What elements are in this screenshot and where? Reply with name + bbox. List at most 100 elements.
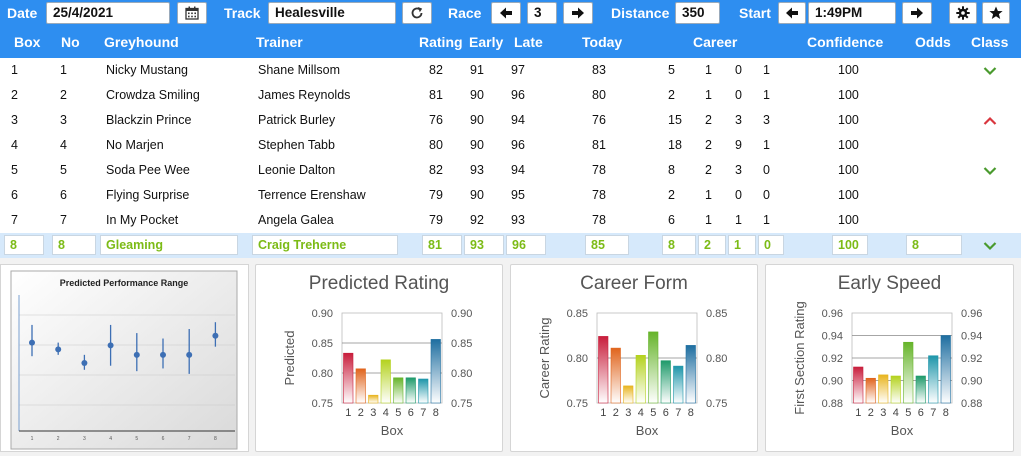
col-greyhound[interactable]: Greyhound: [104, 34, 179, 50]
trainer-field[interactable]: Craig Treherne: [252, 235, 398, 255]
col-early[interactable]: Early: [469, 34, 504, 50]
today-cell: 78: [592, 188, 606, 202]
odds-field[interactable]: 8: [906, 235, 962, 255]
late-cell: 96: [511, 88, 525, 102]
career-thirds-cell: 1: [763, 138, 770, 152]
early-field[interactable]: 93: [464, 235, 504, 255]
today-cell: 80: [592, 88, 606, 102]
favourite-button[interactable]: [982, 2, 1010, 24]
table-row[interactable]: 4 4 No Marjen Stephen Tabb 80 90 96 81 1…: [0, 133, 1021, 158]
x-tick-label: 5: [905, 407, 911, 419]
class-down-icon: [983, 167, 997, 176]
career-starts-cell: 15: [668, 113, 682, 127]
refresh-button[interactable]: [402, 2, 432, 24]
table-row[interactable]: 1 1 Nicky Mustang Shane Millsom 82 91 97…: [0, 58, 1021, 83]
class-down-icon: [983, 242, 997, 251]
col-today[interactable]: Today: [582, 34, 623, 50]
y-tick-label-left: 0.90: [822, 376, 843, 388]
col-odds[interactable]: Odds: [915, 34, 951, 50]
y-tick-label-left: 0.90: [312, 308, 333, 320]
calendar-button[interactable]: [177, 2, 207, 24]
bar: [393, 377, 404, 404]
range-chart-title: Predicted Performance Range: [60, 278, 189, 288]
y-tick-label-right: 0.75: [706, 398, 727, 410]
range-point: [160, 351, 166, 358]
today-cell: 78: [592, 163, 606, 177]
table-row[interactable]: 2 2 Crowdza Smiling James Reynolds 81 90…: [0, 83, 1021, 108]
x-tick-label: 7: [675, 407, 681, 419]
x-tick-label: 2: [613, 407, 619, 419]
early-speed-title: Early Speed: [837, 273, 942, 294]
table-row-selected[interactable]: 8 8 Gleaming Craig Treherne 81 93 96 85 …: [0, 233, 1021, 258]
greyhound-cell: No Marjen: [106, 138, 164, 152]
today-field[interactable]: 85: [585, 235, 629, 255]
career-wins-field[interactable]: 2: [698, 235, 726, 255]
career-seconds-field[interactable]: 1: [728, 235, 756, 255]
table-row[interactable]: 5 5 Soda Pee Wee Leonie Dalton 82 93 94 …: [0, 158, 1021, 183]
greyhound-field[interactable]: Gleaming: [100, 235, 238, 255]
late-field[interactable]: 96: [506, 235, 546, 255]
rating-cell: 76: [429, 113, 443, 127]
x-tick-label: 6: [663, 407, 669, 419]
race-next-button[interactable]: [563, 2, 593, 24]
range-x-tick: 1: [31, 436, 34, 442]
bar: [878, 374, 889, 404]
settings-button[interactable]: [949, 2, 977, 24]
early-cell: 90: [470, 188, 484, 202]
x-tick-label: 7: [420, 407, 426, 419]
bar: [355, 368, 366, 404]
date-input[interactable]: 25/4/2021: [46, 2, 170, 24]
rating-cell: 79: [429, 188, 443, 202]
start-time-input[interactable]: 1:49PM: [808, 2, 896, 24]
col-class[interactable]: Class: [971, 34, 1009, 50]
table-row[interactable]: 7 7 In My Pocket Angela Galea 79 92 93 7…: [0, 208, 1021, 233]
bar: [635, 355, 646, 404]
y-tick-label-right: 0.75: [451, 398, 472, 410]
col-confidence[interactable]: Confidence: [807, 34, 884, 50]
bar: [610, 347, 621, 404]
late-cell: 94: [511, 163, 525, 177]
greyhound-cell: Crowdza Smiling: [106, 88, 200, 102]
x-axis-label: Box: [636, 423, 659, 438]
col-career[interactable]: Career: [693, 34, 738, 50]
box-field[interactable]: 8: [4, 235, 44, 255]
start-prev-button[interactable]: [778, 2, 806, 24]
y-tick-label-right: 0.96: [961, 308, 982, 320]
confidence-cell: 100: [838, 163, 859, 177]
predicted-rating-panel: Predicted Rating 0.75 0.75 0.80 0.80 0.85 0.8…: [255, 264, 503, 452]
col-late[interactable]: Late: [514, 34, 543, 50]
track-input[interactable]: Healesville: [268, 2, 396, 24]
career-thirds-field[interactable]: 0: [758, 235, 784, 255]
start-next-button[interactable]: [902, 2, 932, 24]
career-wins-cell: 1: [705, 213, 712, 227]
confidence-field[interactable]: 100: [832, 235, 868, 255]
career-starts-field[interactable]: 8: [662, 235, 696, 255]
x-tick-label: 1: [855, 407, 861, 419]
rating-cell: 82: [429, 63, 443, 77]
y-tick-label-right: 0.85: [451, 338, 472, 350]
bar: [623, 385, 634, 404]
col-box[interactable]: Box: [14, 34, 41, 50]
career-seconds-cell: 9: [735, 138, 742, 152]
box-cell: 3: [11, 113, 18, 127]
career-starts-cell: 8: [668, 163, 675, 177]
trainer-cell: Terrence Erenshaw: [258, 188, 366, 202]
col-trainer[interactable]: Trainer: [256, 34, 303, 50]
distance-input[interactable]: 350: [675, 2, 720, 24]
predicted-rating-title: Predicted Rating: [308, 273, 450, 294]
race-input[interactable]: 3: [527, 2, 557, 24]
col-no[interactable]: No: [61, 34, 80, 50]
rating-field[interactable]: 81: [422, 235, 462, 255]
table-row[interactable]: 3 3 Blackzin Prince Patrick Burley 76 90…: [0, 108, 1021, 133]
col-rating[interactable]: Rating: [419, 34, 463, 50]
x-tick-label: 1: [345, 407, 351, 419]
race-prev-button[interactable]: [491, 2, 521, 24]
class-up-icon: [983, 116, 997, 125]
y-tick-label-right: 0.90: [961, 376, 982, 388]
box-cell: 4: [11, 138, 18, 152]
no-field[interactable]: 8: [52, 235, 96, 255]
career-starts-cell: 6: [668, 213, 675, 227]
late-cell: 94: [511, 113, 525, 127]
box-cell: 1: [11, 63, 18, 77]
table-row[interactable]: 6 6 Flying Surprise Terrence Erenshaw 79…: [0, 183, 1021, 208]
